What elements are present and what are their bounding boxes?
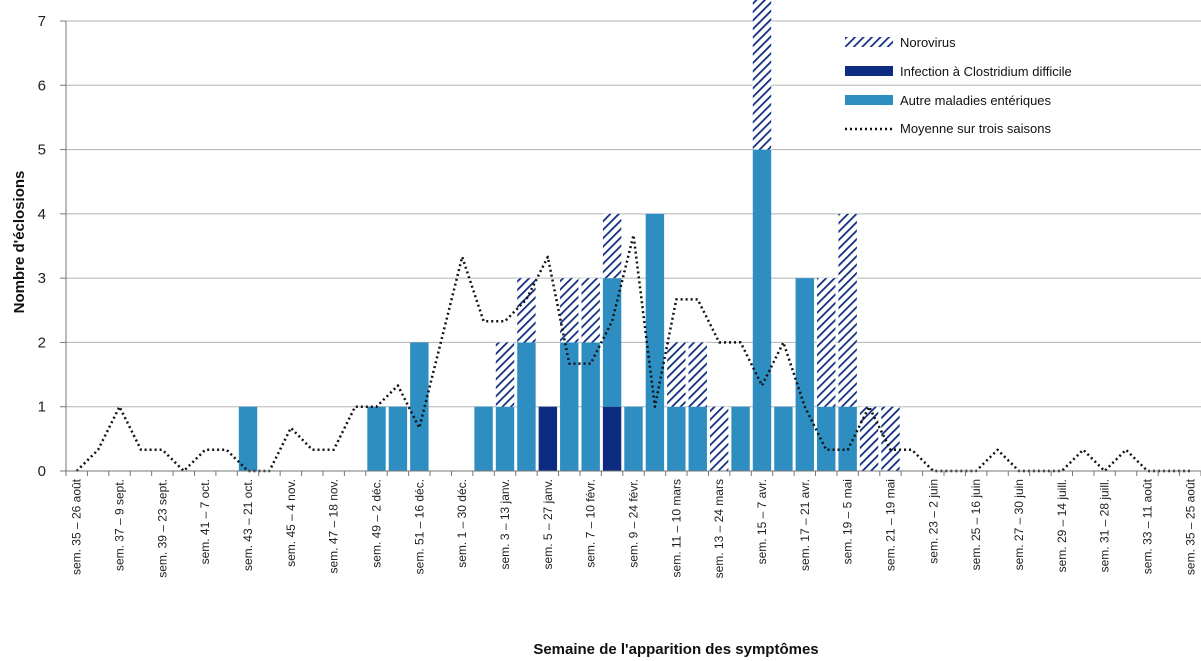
x-tick-label: sem. 23 – 2 juin [926, 479, 940, 564]
x-tick-label: sem. 39 – 23 sept. [155, 479, 169, 578]
x-tick-label: sem. 13 – 24 mars [712, 479, 726, 578]
x-tick-label: sem. 27 – 30 juin [1012, 479, 1026, 570]
x-tick-label: sem. 35 – 25 août [1183, 478, 1197, 575]
y-tick-label: 0 [38, 463, 46, 480]
bar-autre [367, 406, 386, 471]
bar-clostridium [538, 406, 558, 471]
legend-label-autre: Autre maladies entériques [900, 93, 1052, 108]
x-tick-label: sem. 19 – 5 mai [841, 479, 855, 564]
legend-label-norovirus: Norovirus [900, 35, 956, 50]
y-axis-title: Nombre d'éclosions [11, 171, 28, 314]
x-axis-title: Semaine de l'apparition des symptômes [533, 641, 818, 658]
bar-norovirus [560, 278, 579, 343]
x-tick-label: sem. 51 – 16 déc. [412, 479, 426, 574]
bar-norovirus [859, 406, 879, 471]
x-tick-label: sem. 11 – 10 mars [669, 479, 683, 577]
bar-autre [388, 406, 408, 471]
x-tick-label: sem. 29 – 14 juill. [1055, 479, 1069, 572]
legend-swatch-autre [845, 95, 893, 105]
axes [60, 20, 1201, 476]
bar-norovirus [495, 342, 515, 407]
x-tick-label: sem. 37 – 9 sept. [113, 479, 127, 571]
y-tick-label: 6 [38, 77, 46, 94]
bar-autre [560, 342, 579, 471]
gridlines [66, 20, 1201, 408]
y-tick-label: 1 [38, 399, 46, 416]
bar-norovirus [517, 278, 536, 343]
x-tick-label: sem. 21 – 19 mai [884, 479, 898, 571]
bar-autre [495, 406, 515, 471]
legend-swatch-norovirus [845, 37, 893, 47]
y-tick-labels: 0 1 2 3 4 5 6 7 [38, 13, 46, 480]
bar-autre [817, 406, 836, 471]
x-tick-label: sem. 35 – 26 août [70, 478, 84, 575]
legend-label-clostridium: Infection à Clostridium difficile [900, 64, 1072, 79]
bar-norovirus [581, 278, 600, 343]
bar-norovirus [838, 213, 857, 407]
bar-autre [624, 406, 643, 471]
bar-norovirus [602, 213, 622, 279]
bar-autre [752, 149, 772, 472]
bar-autre [581, 342, 600, 471]
bar-autre [238, 406, 258, 471]
bar-autre [474, 406, 493, 471]
x-tick-label: sem. 5 – 27 janv. [541, 479, 555, 570]
x-tick-label: sem. 17 – 21 avr. [798, 479, 812, 571]
x-tick-label: sem. 7 – 10 févr. [584, 479, 598, 568]
bar-autre [517, 342, 536, 471]
bar-autre [838, 406, 857, 471]
bar-norovirus [667, 342, 686, 407]
x-tick-label: sem. 9 – 24 févr. [627, 479, 641, 568]
y-tick-label: 2 [38, 334, 46, 351]
x-tick-label: sem. 47 – 18 nov. [327, 479, 341, 574]
x-tick-label: sem. 49 – 2 déc. [370, 479, 384, 568]
x-tick-label: sem. 25 – 16 juin [969, 479, 983, 570]
x-tick-label: sem. 45 – 4 nov. [284, 479, 298, 567]
x-tick-label: sem. 15 – 7 avr. [755, 479, 769, 564]
legend-label-moyenne: Moyenne sur trois saisons [900, 121, 1052, 136]
bar-autre [667, 406, 686, 471]
average-line-layer [75, 233, 1191, 473]
y-tick-label: 7 [38, 13, 46, 30]
bar-autre [731, 406, 750, 471]
legend-swatch-clostridium [845, 66, 893, 76]
x-tick-label: sem. 1 – 30 déc. [455, 479, 469, 568]
x-tick-label: sem. 31 – 28 juill. [1098, 479, 1112, 572]
y-tick-label: 5 [38, 142, 46, 159]
bar-norovirus [817, 278, 836, 407]
bars [238, 0, 900, 472]
bar-autre [410, 342, 429, 471]
x-tick-label: sem. 41 – 7 oct. [198, 479, 212, 564]
legend: Norovirus Infection à Clostridium diffic… [845, 35, 1072, 136]
y-tick-label: 3 [38, 270, 46, 287]
x-tick-labels: sem. 35 – 26 août sem. 37 – 9 sept. sem. 3… [70, 478, 1198, 578]
bar-autre [795, 278, 815, 471]
bar-autre [774, 406, 793, 471]
bar-norovirus [881, 406, 900, 471]
x-tick-label: sem. 3 – 13 janv. [498, 479, 512, 570]
bar-norovirus [709, 406, 729, 471]
bar-clostridium [602, 406, 622, 471]
bar-autre [645, 213, 665, 471]
bar-norovirus [688, 342, 707, 407]
y-tick-label: 4 [38, 206, 46, 223]
series-line-moyenne [75, 233, 1191, 473]
bar-autre [688, 406, 707, 471]
bar-norovirus [752, 0, 772, 150]
x-tick-label: sem. 43 – 21 oct. [241, 479, 255, 571]
x-tick-label: sem. 33 – 11 août [1141, 478, 1155, 574]
bar-autre [602, 278, 622, 407]
